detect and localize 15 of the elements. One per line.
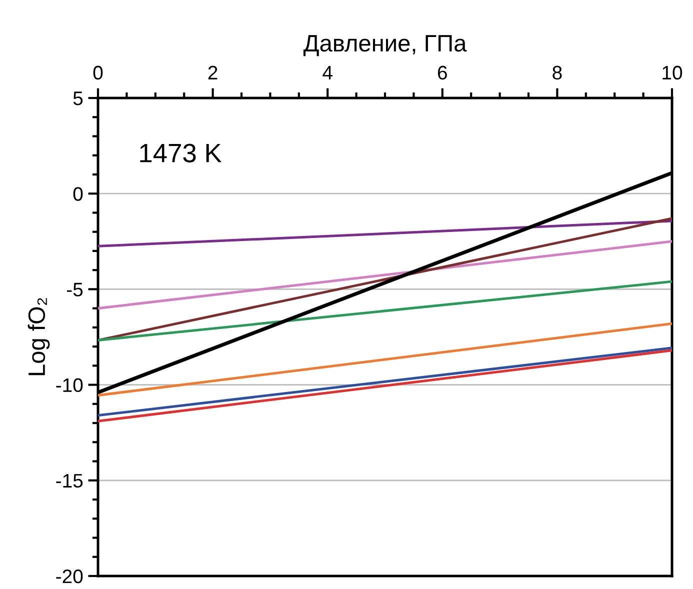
x-tick-label: 4: [322, 66, 332, 80]
x-tick-label: 2: [208, 66, 218, 80]
x-tick-label: 8: [552, 66, 562, 80]
x-tick-label: 6: [438, 66, 447, 80]
y-tick-label: -15: [56, 474, 83, 488]
annotation: 1473 K: [140, 144, 222, 162]
y-tick-label: -5: [66, 282, 83, 296]
y-axis-title: Log fO₂: [28, 298, 50, 376]
y-tick-label: -10: [56, 378, 83, 392]
y-tick-label: 0: [73, 187, 83, 201]
x-tick-label: 10: [662, 66, 682, 80]
x-axis-title: Давление, ГПа: [303, 35, 467, 56]
x-tick-label: 0: [93, 66, 103, 80]
y-tick-label: -20: [56, 569, 83, 584]
y-tick-label: 5: [73, 92, 83, 106]
